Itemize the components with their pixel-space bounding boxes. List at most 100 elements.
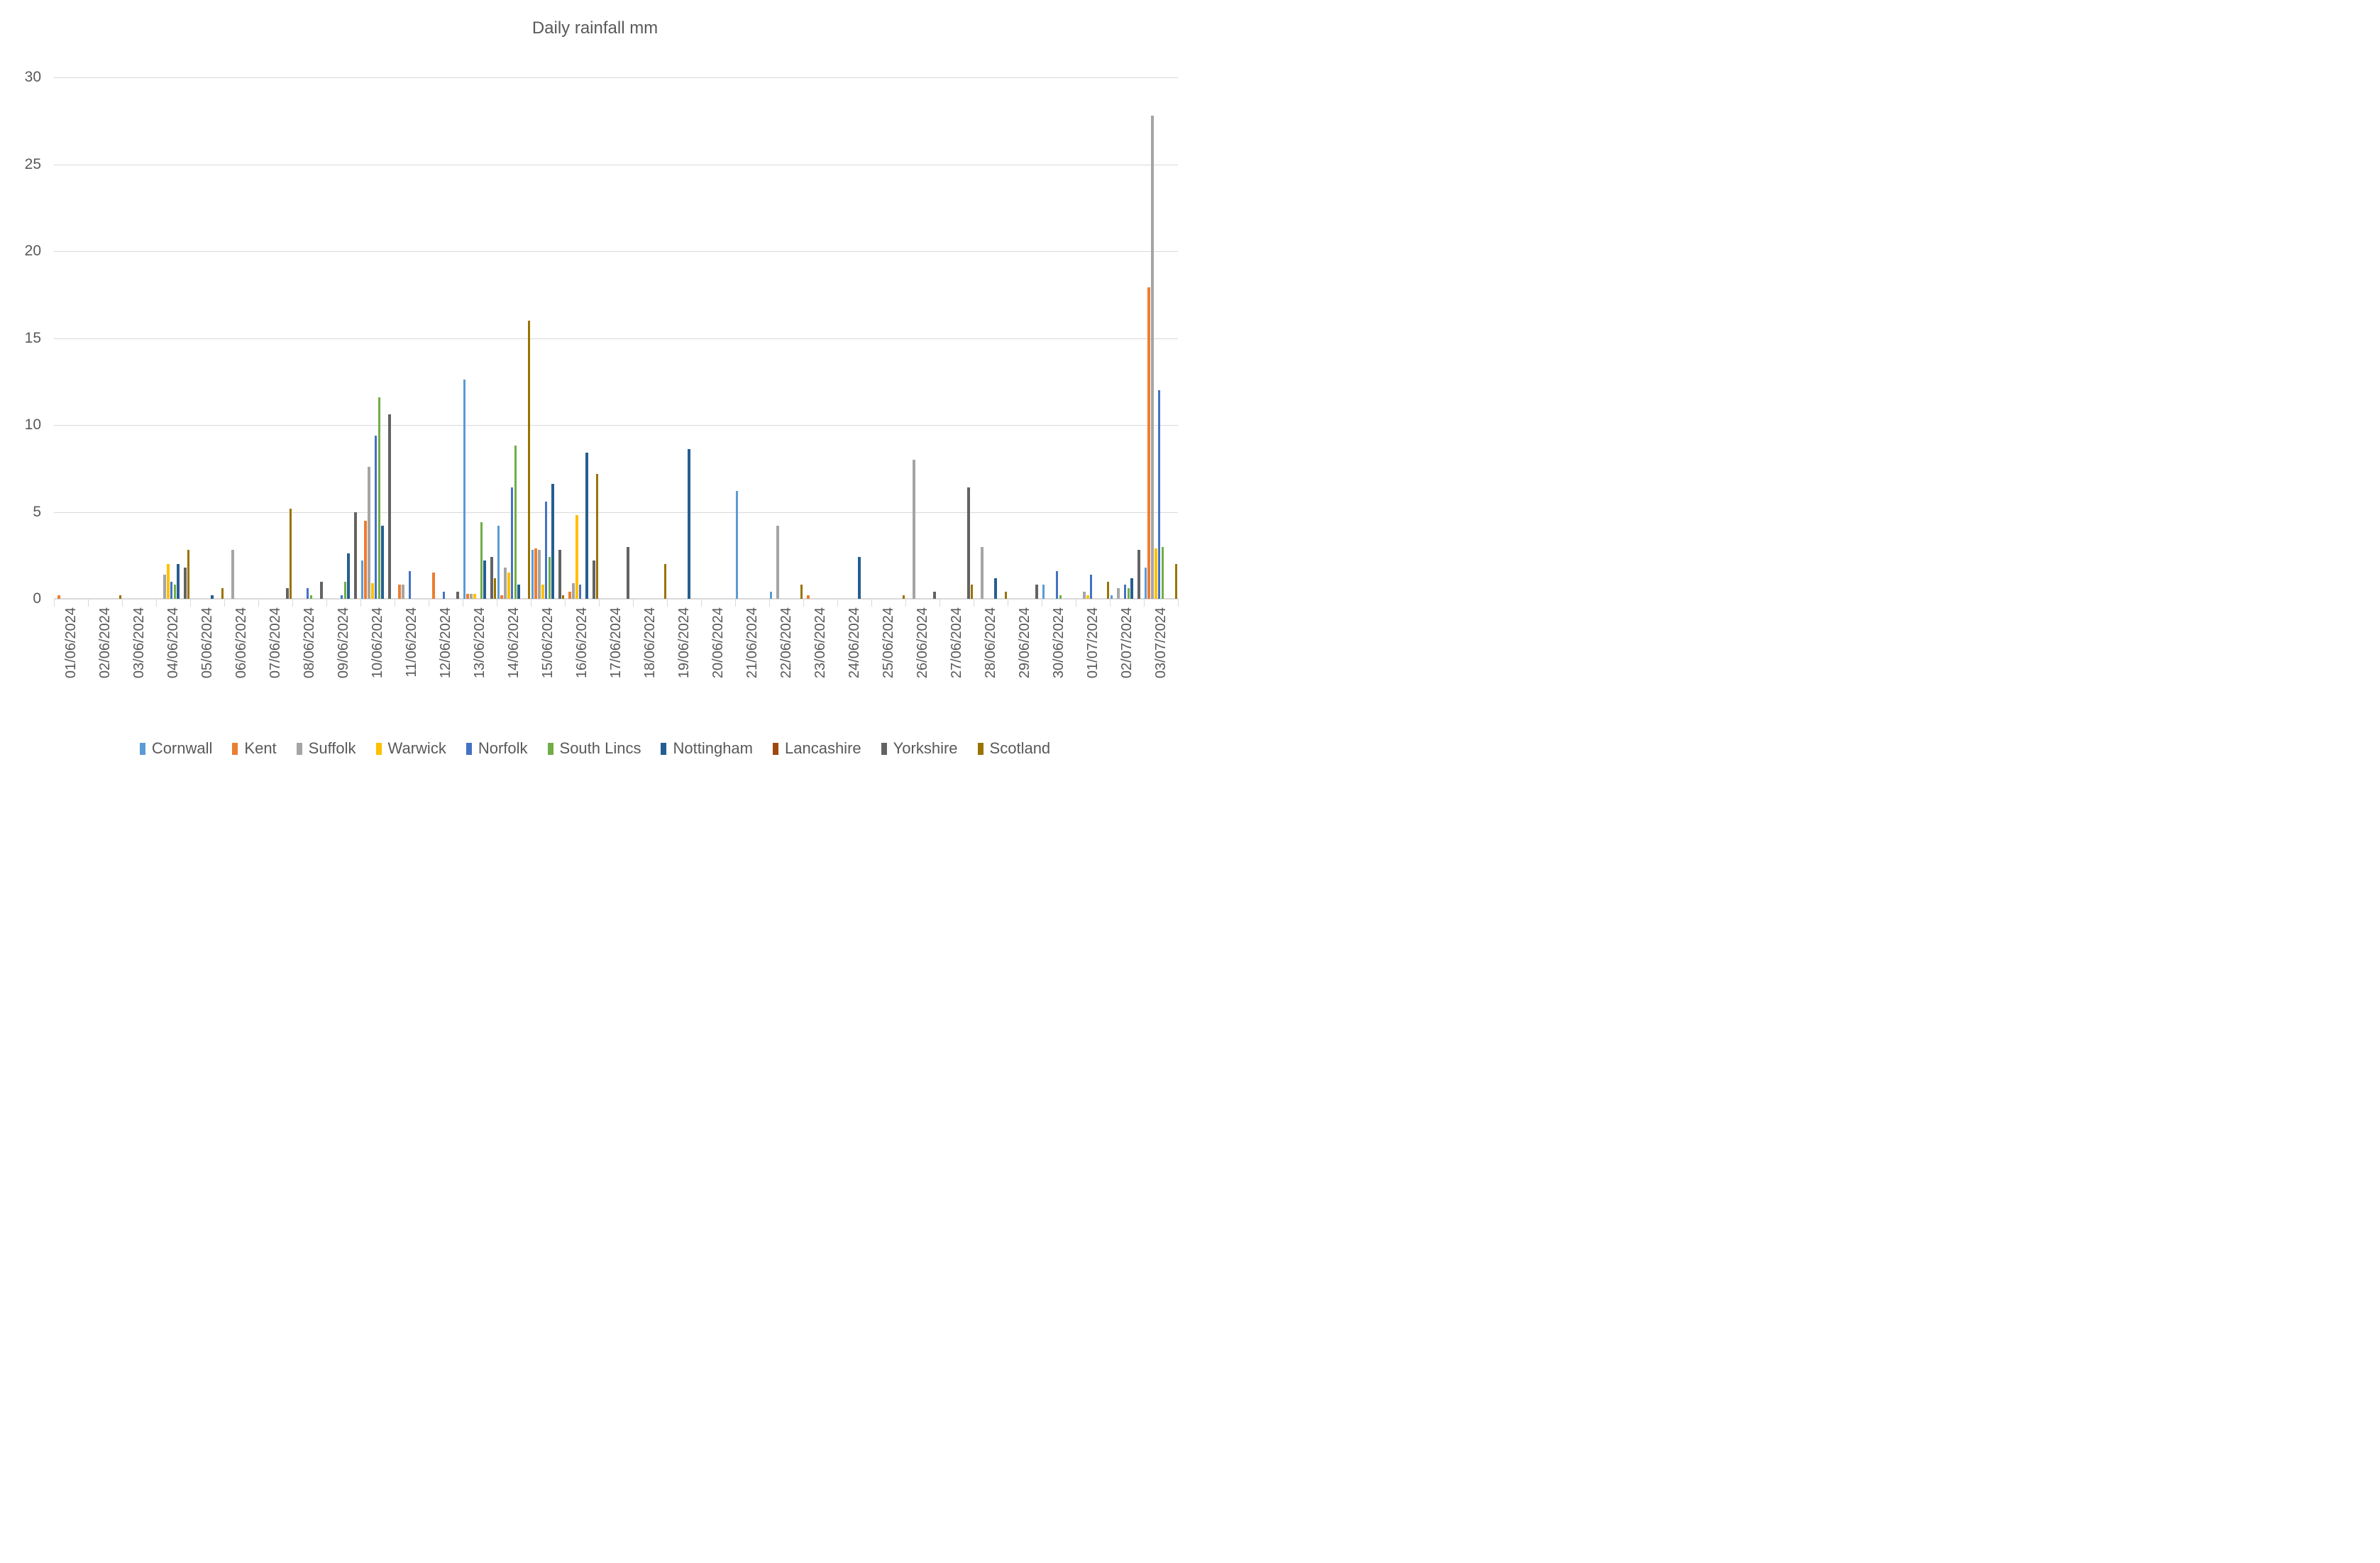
- x-axis-tick-label-text: 03/07/2024: [1153, 607, 1169, 679]
- bar-nottingham-02/07/2024: [1130, 578, 1133, 599]
- legend-label: Lancashire: [785, 739, 861, 757]
- bar-cornwall-13/06/2024: [463, 380, 466, 599]
- bar-scotland-13/06/2024: [493, 578, 497, 599]
- legend-label: Warwick: [387, 739, 446, 757]
- bar-nottingham-13/06/2024: [483, 560, 486, 599]
- x-axis-tick: [667, 599, 668, 607]
- bar-south-lincs-09/06/2024: [343, 581, 347, 599]
- gridline-20: [54, 251, 1178, 252]
- plot-area: [54, 77, 1178, 600]
- chart-title: Daily rainfall mm: [531, 18, 659, 38]
- x-axis-tick: [701, 599, 702, 607]
- legend-swatch-icon: [661, 742, 667, 755]
- bar-suffolk-13/06/2024: [470, 593, 473, 599]
- x-axis-tick: [54, 599, 55, 607]
- x-axis-tick-label-text: 23/06/2024: [812, 607, 828, 679]
- bar-norfolk-16/06/2024: [578, 585, 582, 599]
- gridline-5: [54, 512, 1178, 513]
- legend-swatch-icon: [773, 742, 778, 755]
- bar-suffolk-16/06/2024: [572, 582, 575, 599]
- y-axis-tick-label: 5: [33, 503, 41, 520]
- bar-nottingham-19/06/2024: [688, 449, 690, 599]
- bar-yorkshire-16/06/2024: [593, 560, 595, 599]
- legend-item-yorkshire: Yorkshire: [881, 739, 958, 758]
- bar-scotland-04/06/2024: [187, 550, 190, 599]
- bar-suffolk-28/06/2024: [981, 546, 984, 599]
- legend-label: Yorkshire: [893, 739, 958, 757]
- legend-item-scotland: Scotland: [977, 739, 1050, 758]
- x-axis-tick-label-text: 11/06/2024: [404, 607, 419, 678]
- bar-norfolk-09/06/2024: [340, 595, 343, 599]
- legend-item-kent: Kent: [232, 739, 277, 758]
- bar-suffolk-04/06/2024: [163, 574, 166, 599]
- x-axis-tick-label-text: 02/06/2024: [97, 607, 113, 679]
- bar-norfolk-11/06/2024: [408, 570, 412, 599]
- legend-label: Cornwall: [151, 739, 213, 757]
- y-axis-tick-label: 0: [33, 590, 41, 607]
- x-axis-tick: [565, 599, 566, 607]
- bar-yorkshire-15/06/2024: [558, 550, 561, 599]
- bar-warwick-15/06/2024: [541, 585, 544, 599]
- bar-scotland-22/06/2024: [800, 585, 803, 599]
- bar-nottingham-16/06/2024: [585, 453, 588, 599]
- x-axis-line: [54, 598, 1178, 600]
- legend-item-nottingham: Nottingham: [661, 739, 753, 758]
- legend-swatch-icon: [977, 742, 984, 755]
- bar-yorkshire-17/06/2024: [627, 546, 629, 599]
- legend-item-norfolk: Norfolk: [465, 739, 528, 758]
- x-axis-tick-label-text: 08/06/2024: [302, 607, 317, 679]
- bar-suffolk-06/06/2024: [231, 550, 234, 599]
- bar-norfolk-15/06/2024: [544, 501, 548, 599]
- bar-scotland-14/06/2024: [527, 321, 531, 599]
- bar-kent-12/06/2024: [432, 573, 435, 599]
- bar-suffolk-15/06/2024: [538, 550, 541, 599]
- x-axis-tick-label-text: 17/06/2024: [608, 607, 624, 679]
- x-axis-tick-label-text: 21/06/2024: [744, 607, 760, 679]
- legend-swatch-icon: [547, 742, 553, 755]
- x-axis-tick-label-text: 09/06/2024: [336, 607, 351, 679]
- bar-nottingham-14/06/2024: [517, 585, 520, 599]
- legend-swatch-icon: [881, 742, 887, 755]
- legend-label: Kent: [244, 739, 277, 757]
- bar-scotland-15/06/2024: [561, 595, 565, 599]
- bar-suffolk-02/07/2024: [1117, 588, 1120, 599]
- legend-swatch-icon: [139, 742, 145, 755]
- y-axis-tick-label: 15: [24, 329, 41, 346]
- x-axis-tick-label-text: 01/07/2024: [1085, 607, 1101, 679]
- x-axis-tick-label-text: 19/06/2024: [676, 607, 692, 679]
- x-axis-tick-label-text: 16/06/2024: [574, 607, 590, 679]
- x-axis-tick-label-text: 20/06/2024: [710, 607, 726, 679]
- bar-norfolk-14/06/2024: [510, 487, 514, 599]
- x-axis-tick-label-text: 05/06/2024: [199, 607, 215, 679]
- bar-warwick-01/07/2024: [1086, 595, 1089, 599]
- x-axis-tick-label-text: 24/06/2024: [847, 607, 862, 679]
- bar-scotland-01/07/2024: [1106, 581, 1110, 599]
- y-axis-tick-label: 20: [24, 243, 41, 259]
- bar-norfolk-04/06/2024: [170, 581, 173, 599]
- legend-swatch-icon: [232, 742, 238, 755]
- x-axis-tick: [837, 599, 838, 607]
- legend-swatch-icon: [375, 742, 382, 755]
- x-axis-tick: [1144, 599, 1145, 607]
- legend-item-lancashire: Lancashire: [773, 739, 861, 758]
- bar-yorkshire-09/06/2024: [354, 512, 357, 599]
- x-axis-tick-label-text: 27/06/2024: [949, 607, 964, 679]
- legend-label: Suffolk: [308, 739, 356, 757]
- x-axis-tick: [905, 599, 906, 607]
- bar-scotland-03/07/2024: [1174, 564, 1178, 599]
- legend-swatch-icon: [296, 742, 302, 755]
- bar-kent-15/06/2024: [534, 548, 537, 599]
- bar-cornwall-22/06/2024: [769, 592, 773, 599]
- bar-yorkshire-13/06/2024: [490, 557, 493, 599]
- x-axis-tick-label-text: 01/06/2024: [63, 607, 79, 679]
- bar-yorkshire-07/06/2024: [286, 588, 289, 599]
- legend-label: Nottingham: [673, 739, 753, 757]
- y-axis-tick-label: 10: [24, 416, 41, 433]
- bar-south-lincs-04/06/2024: [173, 585, 177, 599]
- x-axis-tick-label-text: 25/06/2024: [881, 607, 896, 679]
- x-axis-tick: [599, 599, 600, 607]
- bar-warwick-03/07/2024: [1155, 548, 1157, 599]
- bar-south-lincs-02/07/2024: [1127, 588, 1130, 599]
- x-axis-tick-label-text: 04/06/2024: [165, 607, 181, 679]
- bar-norfolk-30/06/2024: [1055, 570, 1059, 599]
